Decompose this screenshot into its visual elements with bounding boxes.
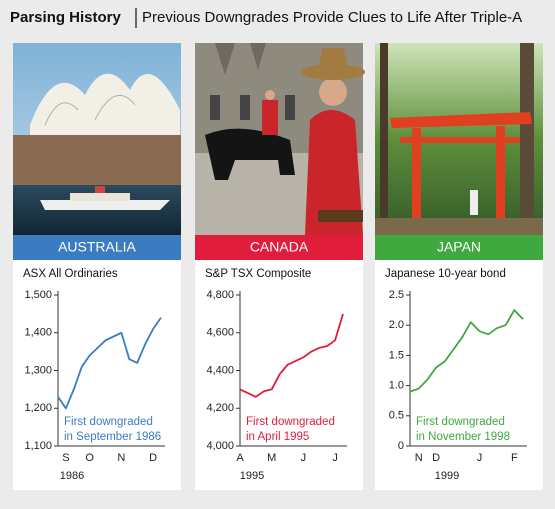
country-banner — [195, 235, 363, 260]
country-banner — [13, 235, 181, 260]
photo-canada — [195, 43, 365, 235]
y-tick-label: 0 — [398, 440, 404, 452]
data-line — [239, 313, 344, 398]
x-tick-label: J — [477, 452, 483, 464]
x-tick-label: F — [511, 452, 518, 464]
y-tick-label: 4,600 — [206, 327, 234, 339]
y-tick-label: 2.0 — [389, 319, 404, 331]
y-tick-label: 4,800 — [206, 289, 234, 301]
chart-title: Japanese 10-year bond — [385, 268, 506, 280]
y-tick-label: 4,000 — [206, 440, 234, 452]
chart-panel — [375, 260, 543, 490]
data-line — [409, 309, 524, 393]
y-tick-label: 1,400 — [24, 327, 52, 339]
annotation: in September 1986 — [64, 431, 161, 443]
x-axis-year: 1995 — [240, 470, 264, 482]
x-tick-label: N — [415, 452, 423, 464]
country-banner — [375, 235, 543, 260]
page-title: Parsing History — [10, 9, 122, 26]
x-tick-label: S — [62, 452, 69, 464]
y-tick-label: 1,300 — [24, 364, 52, 376]
chart-panel — [13, 260, 181, 490]
annotation: First downgraded — [64, 416, 153, 428]
y-tick-label: 1,200 — [24, 402, 52, 414]
x-tick-label: N — [117, 452, 125, 464]
x-axis-year: 1986 — [60, 470, 84, 482]
annotation: First downgraded — [416, 416, 505, 428]
annotation: in April 1995 — [246, 431, 309, 443]
annotation: First downgraded — [246, 416, 335, 428]
data-line — [57, 317, 162, 410]
x-tick-label: J — [332, 452, 338, 464]
x-tick-label: J — [301, 452, 307, 464]
y-tick-label: 1.0 — [389, 380, 404, 392]
country-label: AUSTRALIA — [58, 239, 136, 255]
y-tick-label: 2.5 — [389, 289, 404, 301]
x-tick-label: M — [267, 452, 276, 464]
x-axis-year: 1999 — [435, 470, 459, 482]
chart-title: ASX All Ordinaries — [23, 268, 118, 280]
page-subtitle: Previous Downgrades Provide Clues to Lif… — [142, 9, 522, 26]
y-tick-label: 4,400 — [206, 364, 234, 376]
y-tick-label: 4,200 — [206, 402, 234, 414]
photo-japan — [375, 43, 543, 235]
y-tick-label: 1,500 — [24, 289, 52, 301]
x-tick-label: D — [432, 452, 440, 464]
annotation: in November 1998 — [416, 431, 510, 443]
x-tick-label: D — [149, 452, 157, 464]
country-label: JAPAN — [437, 239, 481, 255]
x-tick-label: A — [236, 452, 244, 464]
country-label: CANADA — [250, 239, 309, 255]
x-tick-label: O — [85, 452, 94, 464]
y-tick-label: 1.5 — [389, 349, 404, 361]
y-tick-label: 0.5 — [389, 410, 404, 422]
y-tick-label: 1,100 — [24, 440, 52, 452]
photo-australia — [13, 43, 181, 235]
chart-title: S&P TSX Composite — [205, 268, 311, 280]
